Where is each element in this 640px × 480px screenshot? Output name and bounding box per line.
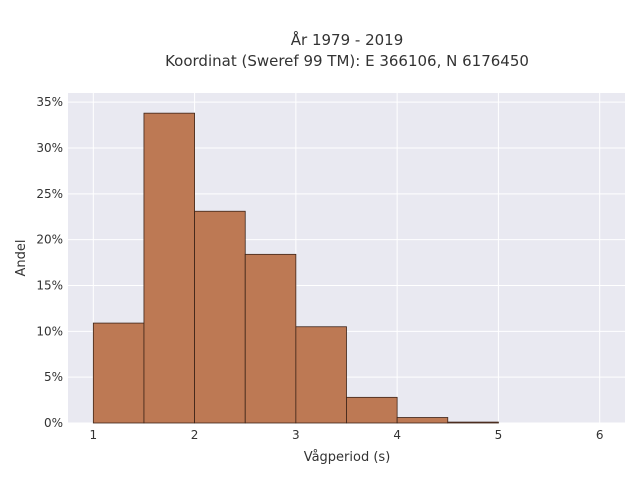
x-tick-label: 6 — [596, 428, 604, 442]
chart-title: År 1979 - 2019 — [291, 30, 404, 49]
histogram-bar — [396, 417, 449, 424]
y-tick-label: 35% — [36, 95, 63, 109]
y-tick-label: 0% — [44, 416, 63, 430]
y-tick-label: 20% — [36, 233, 63, 247]
y-tick-label: 30% — [36, 141, 63, 155]
histogram-bar — [346, 396, 398, 424]
y-tick-label: 5% — [44, 370, 63, 384]
y-tick-label: 15% — [36, 279, 63, 293]
y-tick-label: 25% — [36, 187, 63, 201]
histogram-bar — [92, 322, 145, 424]
histogram-bar — [244, 253, 297, 424]
x-tick-label: 5 — [495, 428, 503, 442]
x-tick-label: 4 — [393, 428, 401, 442]
histogram-bar — [295, 326, 347, 424]
chart-subtitle: Koordinat (Sweref 99 TM): E 366106, N 61… — [165, 52, 529, 70]
bars — [92, 112, 499, 424]
histogram-bar — [143, 112, 195, 424]
x-tick-label: 3 — [292, 428, 300, 442]
y-axis-label: Andel — [14, 240, 29, 277]
y-tick-label: 10% — [36, 324, 63, 338]
x-tick-label: 1 — [89, 428, 97, 442]
histogram-bar — [447, 421, 499, 424]
y-axis-ticks: 0% 5% 10% 15% 20% 25% 30% 35% — [36, 95, 63, 430]
x-tick-label: 2 — [191, 428, 199, 442]
histogram-bar — [194, 210, 246, 424]
x-axis-ticks: 1 2 3 4 5 6 — [89, 428, 603, 442]
x-axis-label: Vågperiod (s) — [304, 450, 391, 465]
